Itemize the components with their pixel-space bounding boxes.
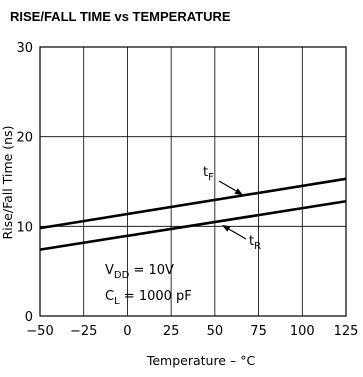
annotations: tF tR VDD = 10V CL = 1000 pF — [105, 165, 261, 307]
y-tick-label: 20 — [16, 131, 33, 146]
y-tick-label: 0 — [25, 310, 33, 325]
y-tick-label: 30 — [16, 41, 33, 56]
series-lines — [39, 177, 347, 251]
chart-title: RISE/FALL TIME vs TEMPERATURE — [10, 9, 231, 24]
y-tick-label: 10 — [16, 220, 33, 235]
series-line-tF — [39, 177, 347, 230]
y-axis-label: Rise/Fall Time (ns) — [0, 126, 15, 240]
x-tick-label: 75 — [250, 324, 267, 339]
x-tick-label: 0 — [123, 324, 131, 339]
x-tick-label: −25 — [70, 324, 97, 339]
arrow-tR — [226, 227, 247, 240]
x-tick-label: 125 — [334, 324, 359, 339]
series-line-tR — [39, 199, 347, 251]
series-label-tF: tF — [203, 165, 214, 183]
grid — [39, 46, 347, 317]
arrow-tF — [218, 180, 239, 193]
x-tick-label: 50 — [207, 324, 224, 339]
plot-frame — [39, 46, 347, 317]
condition-v: VDD = 10V — [105, 263, 174, 281]
y-tick-labels: 0 10 20 30 — [16, 41, 33, 325]
arrowhead-tF — [234, 188, 243, 195]
x-tick-label: 100 — [290, 324, 315, 339]
x-tick-labels: −50 −25 0 25 50 75 100 125 — [26, 324, 358, 339]
series-label-tR: tR — [249, 234, 261, 252]
condition-c: CL = 1000 pF — [105, 289, 192, 307]
x-tick-label: −50 — [26, 324, 53, 339]
x-tick-label: 25 — [163, 324, 180, 339]
arrowhead-tR — [222, 225, 231, 232]
x-axis-label: Temperature – °C — [146, 353, 256, 368]
